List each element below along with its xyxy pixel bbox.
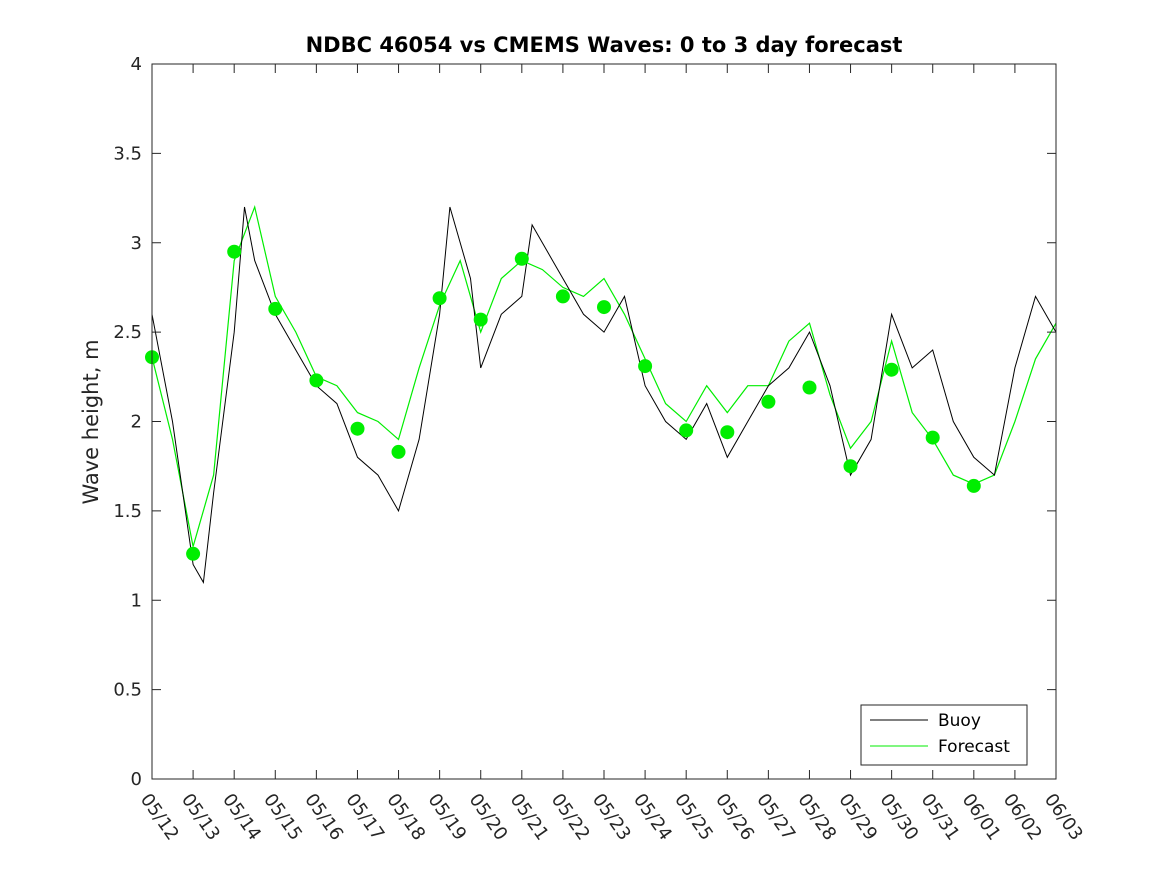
forecast-marker [391,444,406,459]
forecast-lines [151,204,1057,547]
y-axis-label: Wave height, m [79,339,103,504]
forecast-marker [309,373,324,388]
legend-label-forecast: Forecast [938,737,1010,757]
y-tick-label: 1 [131,590,142,611]
forecast-marker [761,394,776,409]
legend-box [860,704,1028,766]
forecast-marker [638,359,653,374]
y-tick-label: 4 [131,54,142,75]
forecast-marker [227,244,242,259]
forecast-markers [145,244,981,561]
forecast-marker [802,380,817,395]
forecast-marker [186,546,201,561]
y-tick-label: 0 [131,769,142,790]
legend: Buoy Forecast [860,704,1028,766]
forecast-marker [473,312,488,327]
y-tick-label: 1.5 [113,501,142,522]
y-tick-label: 3 [131,233,142,254]
chart-title: NDBC 46054 vs CMEMS Waves: 0 to 3 day fo… [306,33,903,57]
forecast-marker [268,301,283,316]
y-tick-label: 3.5 [113,143,142,164]
y-tick-labels: 0 0.5 1 1.5 2 2.5 3 3.5 4 [113,54,142,790]
forecast-marker [925,430,940,445]
y-tick-label: 2 [131,412,142,433]
axis-ticks [151,63,1057,780]
y-tick-label: 0.5 [113,680,142,701]
forecast-marker [966,478,981,493]
forecast-marker [679,423,694,438]
forecast-marker [884,362,899,377]
legend-label-buoy: Buoy [938,711,981,731]
forecast-marker [350,421,365,436]
forecast-marker [843,459,858,474]
forecast-marker [555,289,570,304]
y-tick-label: 2.5 [113,322,142,343]
forecast-marker [597,300,611,315]
forecast-line [151,204,1057,547]
forecast-marker [432,291,447,306]
forecast-marker [720,425,735,440]
plot-background [152,64,1056,779]
forecast-marker [514,251,529,266]
